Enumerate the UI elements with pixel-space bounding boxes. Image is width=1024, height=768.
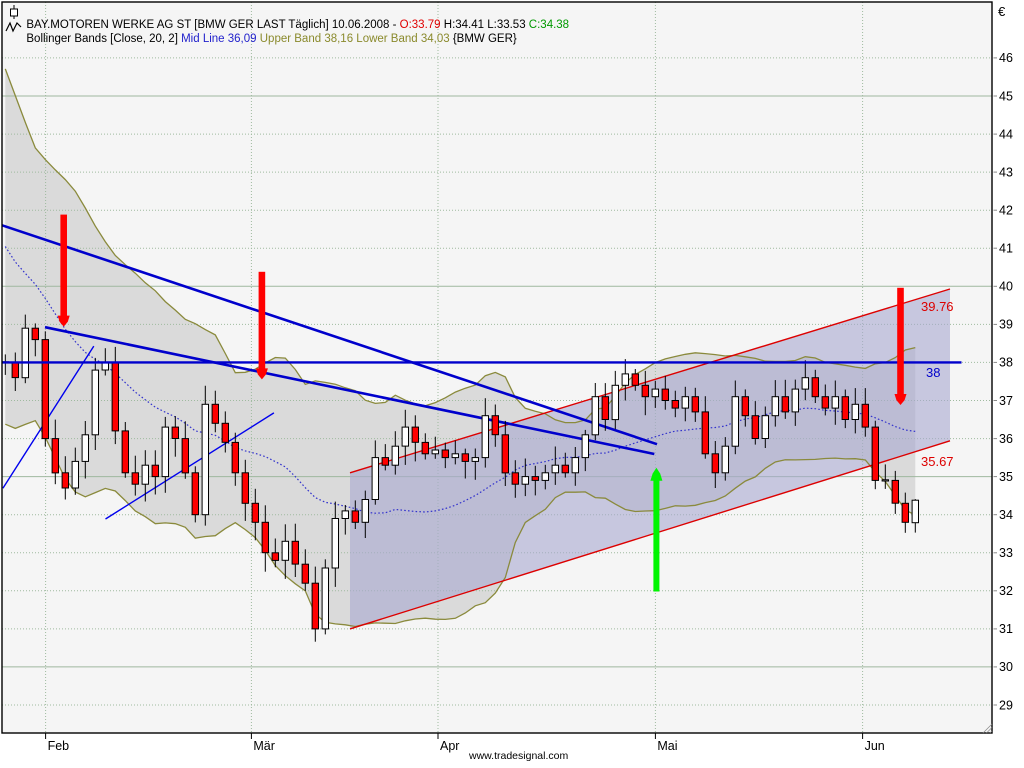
svg-text:44: 44 xyxy=(999,127,1013,141)
svg-text:Mai: Mai xyxy=(657,739,677,753)
svg-text:35: 35 xyxy=(999,470,1013,484)
svg-text:46: 46 xyxy=(999,51,1013,65)
svg-text:38: 38 xyxy=(999,356,1013,370)
svg-text:42: 42 xyxy=(999,204,1013,218)
svg-text:41: 41 xyxy=(999,242,1013,256)
svg-text:29: 29 xyxy=(999,698,1013,712)
svg-text:33: 33 xyxy=(999,546,1013,560)
svg-text:40: 40 xyxy=(999,280,1013,294)
svg-text:Jun: Jun xyxy=(865,739,885,753)
svg-text:39.76: 39.76 xyxy=(921,299,954,314)
svg-text:32: 32 xyxy=(999,584,1013,598)
svg-text:Feb: Feb xyxy=(48,739,70,753)
svg-text:43: 43 xyxy=(999,165,1013,179)
svg-text:39: 39 xyxy=(999,318,1013,332)
svg-text:36: 36 xyxy=(999,432,1013,446)
svg-text:37: 37 xyxy=(999,394,1013,408)
svg-text:30: 30 xyxy=(999,660,1013,674)
svg-text:45: 45 xyxy=(999,89,1013,103)
svg-text:38: 38 xyxy=(926,365,940,380)
svg-text:34: 34 xyxy=(999,508,1013,522)
svg-text:31: 31 xyxy=(999,622,1013,636)
svg-text:35.67: 35.67 xyxy=(921,454,954,469)
svg-text:Mär: Mär xyxy=(253,739,275,753)
svg-text:Apr: Apr xyxy=(440,739,459,753)
